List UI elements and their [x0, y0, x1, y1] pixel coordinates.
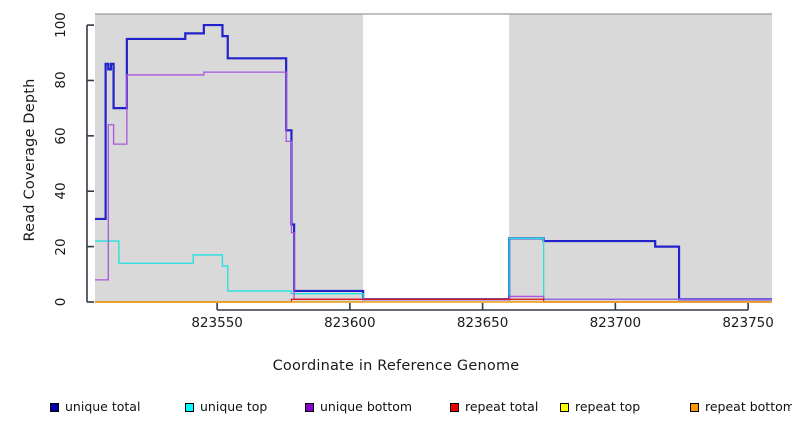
x-tick-label-823600: 823600: [324, 315, 376, 331]
plot-background-regions: [95, 14, 772, 302]
x-tick-label-823650: 823650: [456, 315, 509, 331]
y-axis-title: Read Coverage Depth: [22, 78, 38, 242]
legend-swatch-icon: [50, 402, 59, 412]
y-tick-label-60: 60: [53, 127, 69, 145]
legend-label: repeat top: [575, 399, 641, 414]
x-tick-label-823550: 823550: [191, 315, 243, 331]
series-group: [95, 23, 772, 303]
x-axis-title: Coordinate in Reference Genome: [272, 358, 520, 374]
legend-item-repeat-top: repeat top: [560, 398, 640, 416]
legend-item-unique-top: unique top: [185, 398, 267, 416]
y-tick-label-20: 20: [53, 238, 69, 256]
background-region-covered-left: [95, 14, 364, 302]
legend-label: unique top: [200, 399, 268, 414]
legend-label: repeat total: [465, 399, 539, 414]
legend-label: unique total: [65, 399, 141, 414]
background-region-covered-right: [509, 14, 772, 302]
legend-swatch-icon: [450, 402, 459, 412]
legend-swatch-icon: [690, 402, 699, 412]
axis-ticks: [87, 24, 749, 310]
series-line-unique-bottom: [95, 71, 772, 300]
legend-label: unique bottom: [320, 399, 413, 414]
y-tick-label-100: 100: [53, 12, 69, 38]
x-tick-label-823700: 823700: [589, 315, 642, 331]
series-line-unique-top: [95, 237, 772, 300]
legend-swatch-icon: [560, 402, 569, 412]
chart-legend: unique total unique top unique bottom repea…: [0, 398, 792, 418]
legend-item-unique-bottom: unique bottom: [305, 398, 412, 416]
background-region-gap: [363, 14, 510, 302]
legend-item-repeat-bottom: repeat bottom: [690, 398, 792, 416]
legend-swatch-icon: [305, 402, 314, 412]
legend-label: repeat bottom: [705, 399, 792, 414]
y-tick-label-40: 40: [53, 182, 69, 200]
legend-item-repeat-total: repeat total: [450, 398, 538, 416]
y-tick-label-80: 80: [53, 71, 69, 90]
y-tick-label-0: 0: [53, 297, 69, 307]
legend-item-unique-total: unique total: [50, 398, 140, 416]
legend-swatch-icon: [185, 402, 194, 412]
x-tick-label-823750: 823750: [722, 315, 774, 331]
